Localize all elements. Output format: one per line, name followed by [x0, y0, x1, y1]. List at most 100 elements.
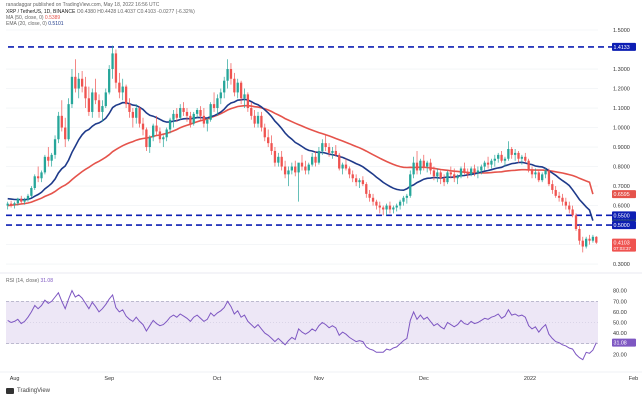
rsi-tick-label: 80.00: [613, 289, 627, 295]
candle-body: [348, 168, 351, 175]
candle-body: [480, 166, 483, 171]
price-tick-label: 0.6000: [613, 204, 630, 210]
candle-body: [497, 154, 500, 159]
candle-body: [202, 115, 206, 124]
candle-body: [493, 158, 496, 161]
candle-body: [388, 205, 392, 210]
candle-body: [453, 174, 456, 179]
candle-body: [111, 53, 114, 70]
candle-body: [507, 149, 510, 159]
candle-body: [300, 162, 304, 167]
candle-body: [426, 162, 429, 167]
candle-body: [33, 176, 36, 189]
candle-body: [53, 139, 57, 155]
price-tick-label: 1.1000: [613, 106, 630, 112]
candle-body: [74, 76, 77, 89]
candle-body: [557, 195, 561, 198]
candle-body: [155, 125, 158, 132]
symbol-ohlc-line: XRP / TetherUS, 1D, BINANCE O0.4380 H0.4…: [6, 9, 195, 15]
candle-body: [253, 115, 256, 124]
badge-top-bg: [612, 42, 636, 51]
candle-body: [591, 236, 595, 241]
time-tick-label: Nov: [314, 376, 324, 382]
badge-top-text: 1.4133: [614, 45, 630, 51]
candle-body: [57, 115, 60, 140]
price-tick-label: 0.9000: [613, 145, 630, 151]
candle-body: [16, 198, 19, 204]
candle-body: [229, 69, 233, 79]
candle-body: [9, 203, 13, 205]
candle-body: [162, 137, 165, 140]
rsi-line-group: [7, 289, 597, 361]
candle-body: [223, 80, 226, 93]
candle-body: [392, 207, 395, 210]
candle-body: [280, 156, 283, 167]
candle-body: [124, 86, 128, 105]
badge-ma-bg: [612, 190, 636, 199]
candle-body: [236, 82, 239, 93]
candle-body: [405, 195, 409, 198]
price-tick-label: 1.3000: [613, 67, 630, 73]
candle-body: [121, 86, 124, 93]
candle-body: [87, 98, 91, 112]
candle-body: [527, 160, 530, 171]
rsi-tick-label: 70.00: [613, 299, 627, 305]
candle-body: [581, 240, 584, 247]
candle-body: [199, 109, 202, 116]
price-tick-label: 1.5000: [613, 28, 630, 34]
candle-body: [429, 162, 432, 171]
candle-body: [91, 92, 94, 112]
badge-level2-bg: [612, 221, 636, 230]
candle-body: [520, 156, 524, 159]
moving-average-lines: [7, 98, 594, 221]
candle-body: [138, 108, 141, 124]
candle-body: [128, 104, 131, 112]
candle-body: [463, 168, 466, 173]
candle-body: [189, 115, 192, 124]
candle-body: [256, 115, 260, 124]
candle-body: [412, 162, 415, 175]
candle-body: [541, 174, 544, 181]
badge-ma-text: 0.6595: [614, 192, 630, 198]
candle-body: [212, 104, 216, 109]
candle-body: [94, 92, 97, 101]
rsi-tick-label: 20.00: [613, 352, 627, 358]
candle-body: [568, 205, 571, 210]
candle-body: [84, 86, 87, 99]
candle-body: [554, 189, 557, 196]
time-tick-label: 2022: [524, 376, 536, 382]
candle-body: [263, 127, 266, 138]
candle-body: [371, 197, 375, 202]
candle-body: [277, 156, 280, 163]
ma-legend-value: 0.5389: [44, 15, 61, 21]
candle-body: [287, 170, 290, 175]
candle-body: [30, 188, 33, 196]
candle-body: [561, 197, 564, 202]
tradingview-logo-icon: [6, 388, 14, 394]
candle-body: [398, 201, 402, 206]
candle-body: [327, 147, 331, 153]
time-tick-label: Dec: [419, 376, 429, 382]
candle-body: [40, 172, 43, 179]
rsi-panel: [0, 272, 642, 345]
time-tick-label: Feb: [629, 376, 638, 382]
candle-body: [6, 203, 9, 206]
candle-body: [67, 104, 70, 140]
candle-body: [250, 108, 253, 116]
ohlc-text: O0.4380 H0.4428 L0.4037 C0.4103 -0.0277 …: [76, 9, 195, 15]
candle-body: [500, 154, 503, 161]
candle-body: [260, 115, 263, 128]
rsi-legend: RSI (14, close) 31.08: [6, 278, 53, 284]
candle-body: [588, 238, 591, 241]
time-tick-label: Oct: [213, 376, 222, 382]
candle-body: [172, 113, 175, 120]
candle-body: [246, 94, 250, 109]
candle-body: [43, 156, 47, 173]
candle-body: [422, 160, 425, 167]
candle-body: [436, 172, 439, 177]
candle-body: [101, 106, 104, 112]
candle-body: [216, 98, 219, 109]
price-tick-label: 1.0000: [613, 126, 630, 132]
candle-body: [145, 129, 148, 148]
candle-body: [135, 108, 138, 118]
